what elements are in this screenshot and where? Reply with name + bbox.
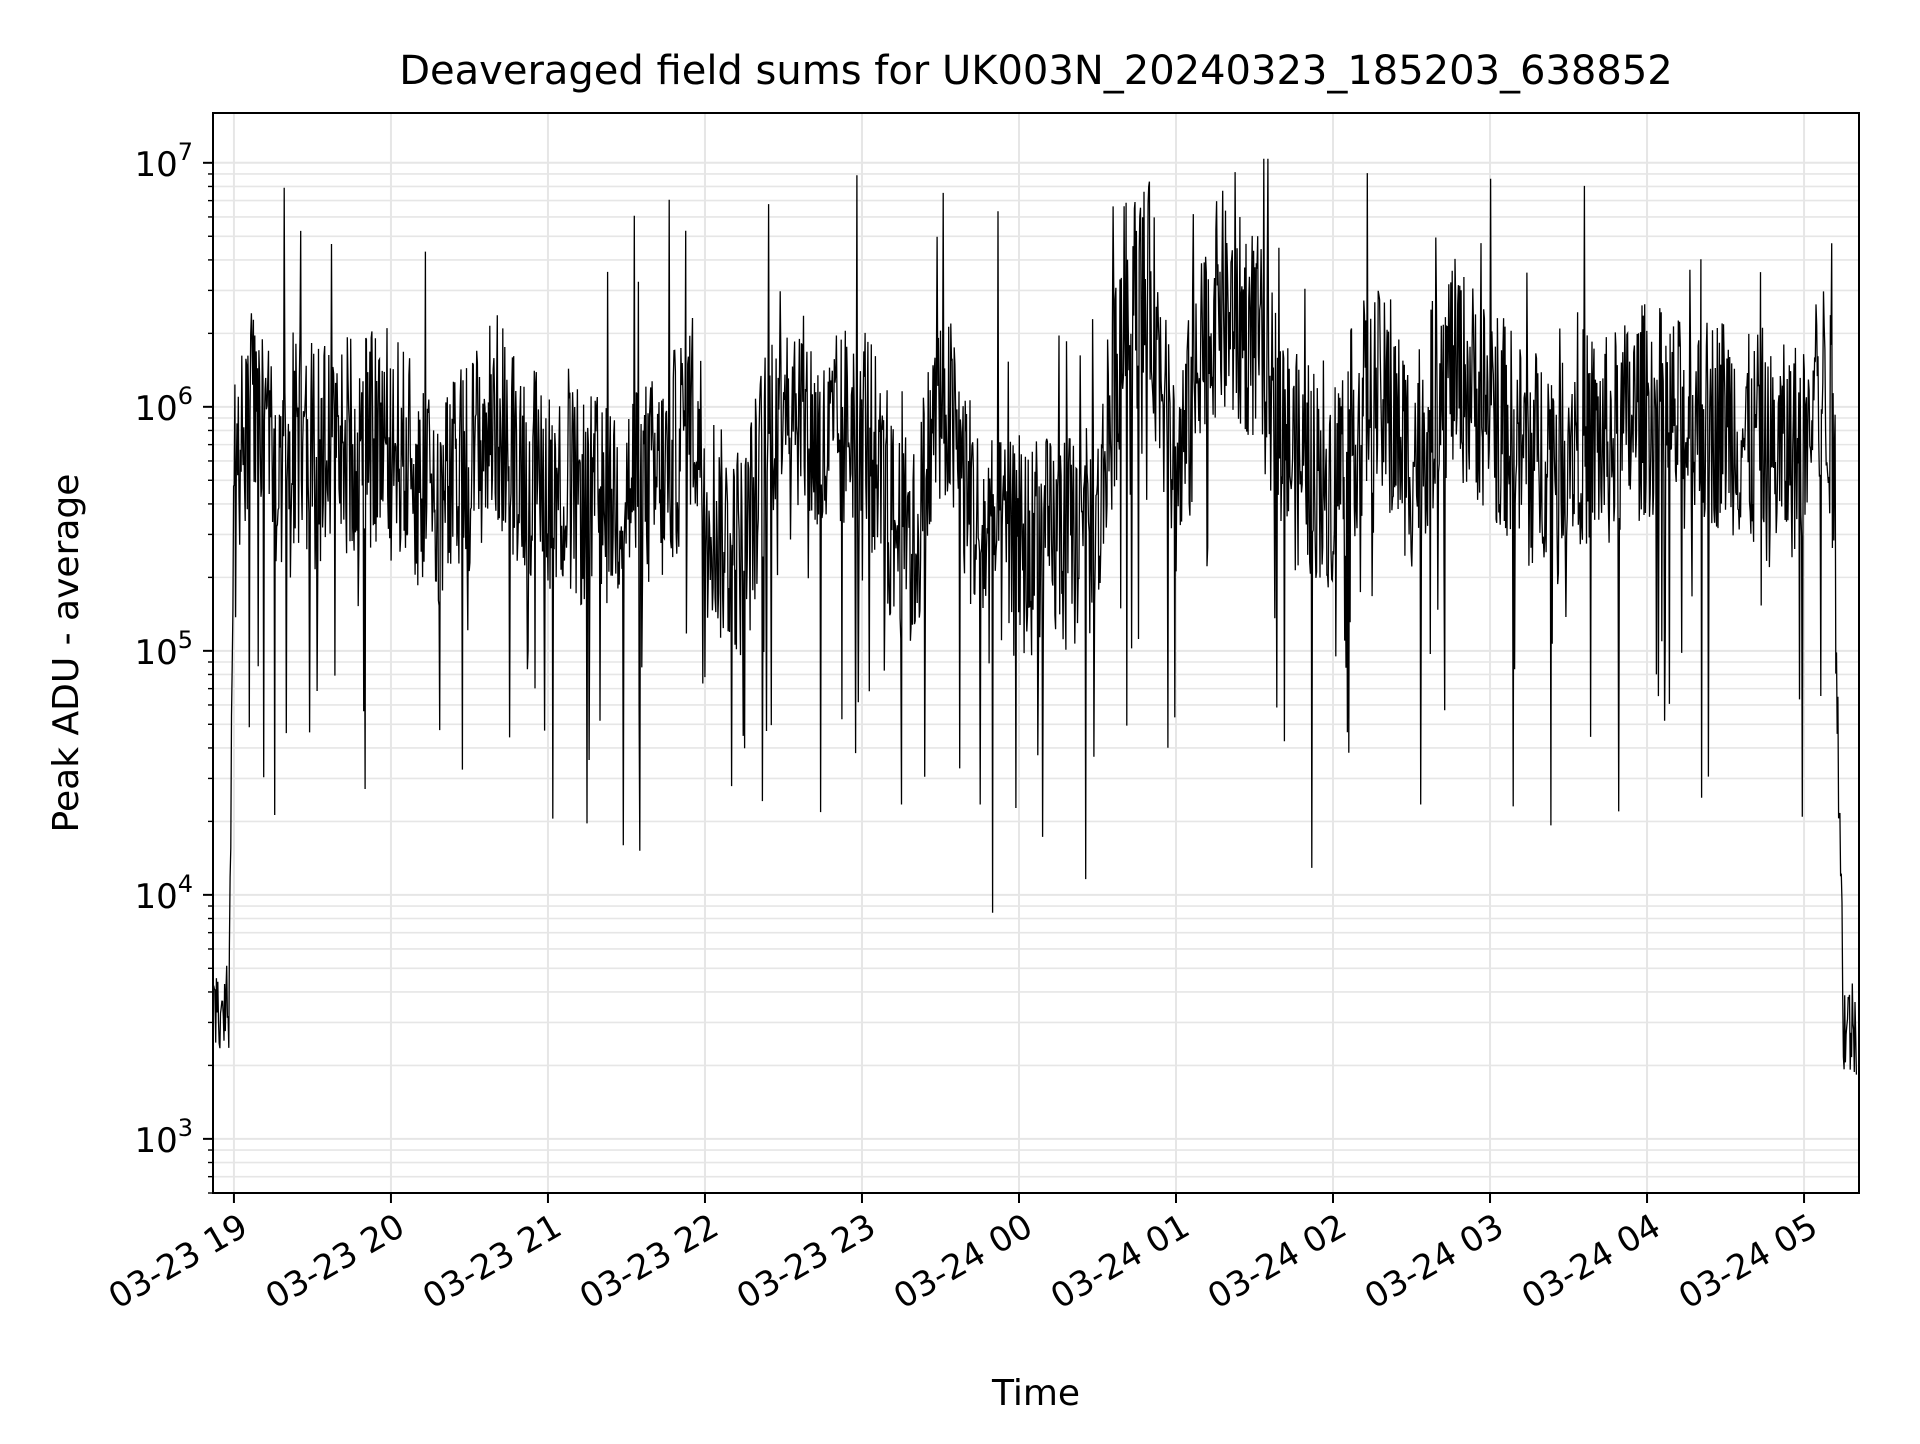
y-tick-exponent: 7 bbox=[178, 138, 193, 166]
y-tick-base: 10 bbox=[134, 145, 177, 185]
y-tick-label: 107 bbox=[134, 138, 193, 185]
y-tick-exponent: 3 bbox=[178, 1114, 193, 1142]
y-tick-exponent: 6 bbox=[178, 382, 193, 410]
chart-title: Deaveraged field sums for UK003N_2024032… bbox=[399, 48, 1672, 94]
y-tick-base: 10 bbox=[134, 633, 177, 673]
y-tick-base: 10 bbox=[134, 877, 177, 917]
y-tick-base: 10 bbox=[134, 389, 177, 429]
x-axis-label: Time bbox=[991, 1373, 1080, 1414]
series-line bbox=[212, 158, 1858, 1077]
y-tick-label: 104 bbox=[134, 870, 193, 917]
y-tick-label: 103 bbox=[134, 1114, 193, 1161]
data-layer bbox=[212, 158, 1858, 1077]
y-tick-exponent: 5 bbox=[178, 626, 193, 654]
y-axis-label: Peak ADU - average bbox=[46, 474, 87, 833]
plot-frame bbox=[212, 112, 1860, 1194]
y-tick-base: 10 bbox=[134, 1121, 177, 1161]
y-tick-exponent: 4 bbox=[178, 870, 193, 898]
y-tick-label: 106 bbox=[134, 382, 193, 429]
y-tick-label: 105 bbox=[134, 626, 193, 673]
